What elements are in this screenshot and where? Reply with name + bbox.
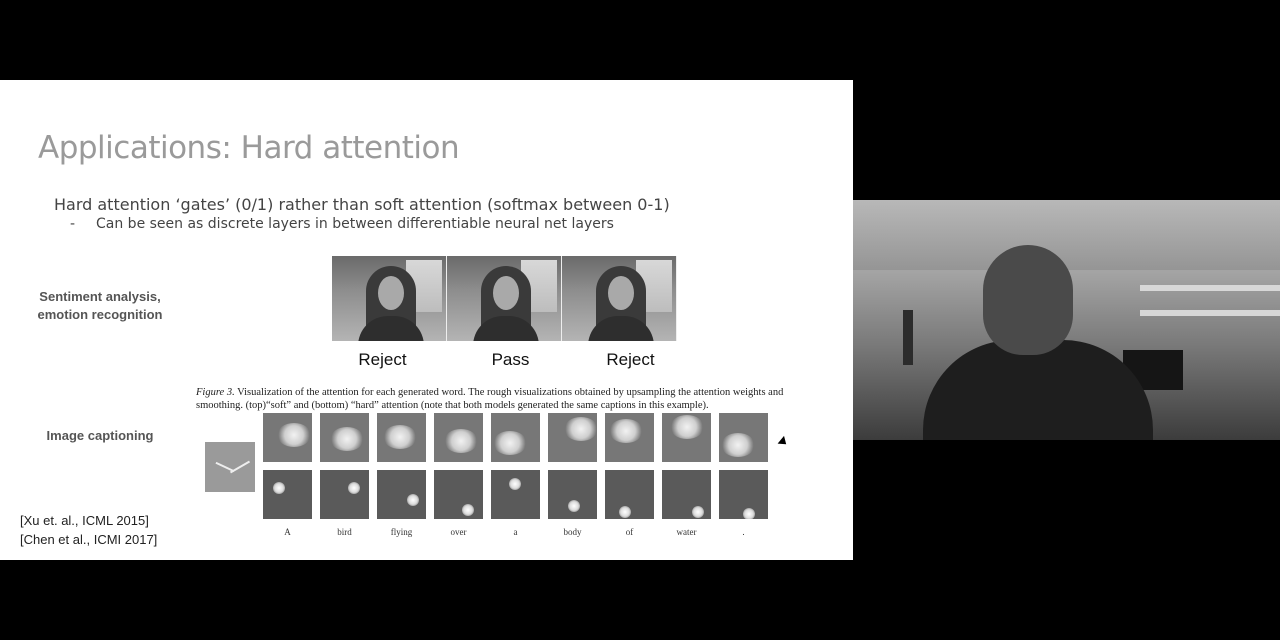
caption-word: .	[742, 527, 745, 537]
attention-map	[320, 470, 369, 519]
attention-map	[263, 413, 312, 462]
main-bullet: Hard attention ‘gates’ (0/1) rather than…	[54, 195, 670, 214]
caption-words: A bird flying over a body of water .	[263, 527, 783, 537]
attention-map	[491, 470, 540, 519]
decision-label: Reject	[358, 350, 407, 369]
attention-map	[605, 413, 654, 462]
webcam-feed	[853, 200, 1280, 440]
reference-citation: [Xu et. al., ICML 2015]	[20, 513, 149, 528]
attention-map	[491, 413, 540, 462]
sub-bullet-dash: -	[70, 216, 76, 232]
attention-map	[377, 413, 426, 462]
speaker-head	[983, 245, 1073, 355]
caption-word: a	[513, 527, 518, 537]
soft-attention-row	[263, 413, 783, 462]
figure-caption: Figure 3. Visualization of the attention…	[196, 387, 784, 411]
attention-map	[548, 413, 597, 462]
caption-word: bird	[337, 527, 352, 537]
sub-bullet-text: Can be seen as discrete layers in betwee…	[96, 216, 614, 232]
video-frame	[562, 256, 677, 341]
attention-grid: A bird flying over a body of water .	[263, 413, 783, 537]
captioning-row-label: Image captioning	[46, 428, 154, 443]
decision-label: Pass	[491, 350, 530, 369]
slide-title: Applications: Hard attention	[38, 130, 460, 166]
attention-map	[320, 413, 369, 462]
reference-citation: [Chen et al., ICMI 2017]	[20, 532, 158, 547]
input-bird-image	[205, 442, 255, 492]
background-object	[903, 310, 913, 365]
video-frame	[447, 256, 562, 341]
attention-map	[719, 413, 768, 462]
caption-word: over	[450, 527, 467, 537]
caption-word: flying	[390, 527, 413, 537]
decision-label: Reject	[606, 350, 655, 369]
hard-attention-row	[263, 470, 783, 519]
caption-word: of	[625, 527, 634, 537]
ceiling	[853, 200, 1280, 270]
attention-map	[662, 470, 711, 519]
wall-shelf	[1140, 285, 1280, 291]
attention-map	[605, 470, 654, 519]
video-frames	[332, 256, 677, 341]
speaker-torso	[923, 340, 1153, 440]
attention-map	[263, 470, 312, 519]
attention-map	[719, 470, 768, 519]
sentiment-row-label: Sentiment analysis, emotion recognition	[37, 289, 163, 322]
caption-word: A	[284, 527, 291, 537]
attention-map	[662, 413, 711, 462]
caption-word: body	[563, 527, 582, 537]
sub-bullet: - Can be seen as discrete layers in betwe…	[70, 216, 614, 232]
attention-map	[434, 413, 483, 462]
wall-shelf	[1140, 310, 1280, 316]
attention-map	[434, 470, 483, 519]
video-frame	[332, 256, 447, 341]
attention-map	[377, 470, 426, 519]
presentation-slide: Applications: Hard attention Hard attent…	[0, 80, 853, 560]
caption-word: water	[676, 527, 697, 537]
attention-map	[548, 470, 597, 519]
